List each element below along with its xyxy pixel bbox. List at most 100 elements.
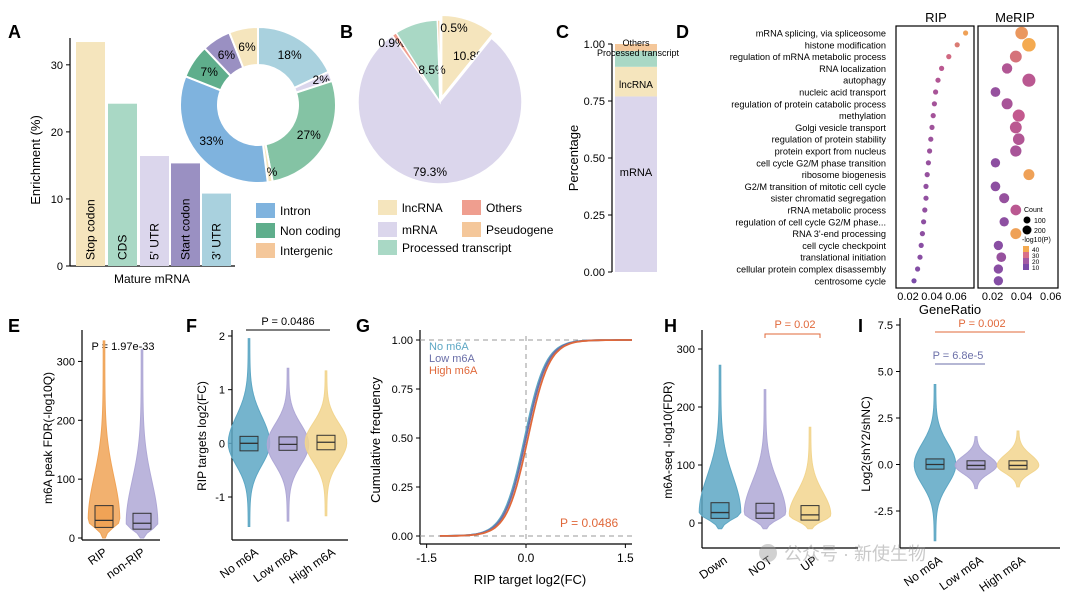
- panel-g-legend-label: High m6A: [429, 365, 478, 377]
- panel-d-legend-size-dot: [1022, 225, 1032, 235]
- panel-g-xtick-label: 1.5: [617, 551, 634, 565]
- panel-h-box: [710, 502, 730, 519]
- panel-d-facet-rip: RIP: [925, 10, 947, 25]
- panel-g-series-line: [439, 339, 632, 537]
- panel-g-ylabel: Cumulative frequency: [368, 377, 383, 503]
- panel-i-violin-body: [996, 430, 1040, 488]
- panel-b-legend-label: lncRNA: [402, 201, 443, 215]
- panel-g-xtick-label: -1.5: [416, 551, 437, 565]
- panel-b-legend-swatch: [378, 240, 397, 255]
- panel-d-legend-count-title: Count: [1024, 207, 1043, 214]
- panel-a-donut-slice: [179, 74, 269, 184]
- panel-d-xlabel: GeneRatio: [919, 302, 981, 317]
- panel-d-merip-dot: [1010, 204, 1022, 216]
- panel-d-legend-count-value: 100: [1034, 218, 1046, 225]
- panel-e-y-tick-label: 0: [69, 533, 75, 545]
- panel-b-legend-swatch: [462, 200, 481, 215]
- panel-b-pie-slice: [357, 34, 523, 185]
- panel-d-rip-xtick: 0.02: [897, 291, 918, 303]
- panel-d-rip-dot: [922, 207, 928, 213]
- panel-d-term-label: regulation of cell cycle G2/M phase...: [735, 217, 886, 227]
- panel-g-y-tick-label: 1.00: [392, 335, 413, 347]
- panel-d-rip-dot: [954, 42, 960, 48]
- panel-a-donut-label: 27%: [297, 128, 321, 142]
- panel-d-term-label: sister chromatid segregation: [771, 194, 886, 204]
- panel-h-violin-body: [788, 426, 832, 530]
- panel-d-term-label: methylation: [839, 111, 886, 121]
- panel-d-term-label: regulation of mRNA metabolic process: [730, 52, 887, 62]
- panel-d-term-label: autophagy: [843, 76, 886, 86]
- panel-a-ylabel: Enrichment (%): [28, 115, 43, 205]
- panel-d-merip-dot: [1015, 26, 1028, 40]
- panel-c-stack-segment: [615, 44, 657, 51]
- panel-f-y-tick-label: -1: [215, 492, 225, 504]
- panel-c-stack-segment: [615, 96, 657, 272]
- panel-h-y-tick-label: 200: [677, 402, 695, 414]
- panel-h-pvalue: P = 0.02: [774, 319, 815, 331]
- panel-i-ylabel: Log2(shY2/shNC): [859, 396, 873, 491]
- panel-d-rip-dot: [917, 254, 923, 260]
- panel-letter-g: G: [356, 316, 370, 336]
- panel-d-term-label: regulation of protein stability: [772, 135, 887, 145]
- panel-d-frame-rip: [895, 25, 975, 289]
- panel-d-term-label: translational initiation: [800, 253, 886, 263]
- panel-c-segment-label: Others: [622, 38, 650, 48]
- panel-b-pie-label: 79.3%: [413, 165, 447, 179]
- panel-b-legend-label: Processed transcript: [402, 241, 512, 255]
- panel-d-merip-dot: [993, 276, 1004, 286]
- panel-d-dotplot: RIP MeRIP GeneRatio mRNA splicing, via s…: [730, 10, 1062, 317]
- panel-d-legend-p-value: 10: [1032, 265, 1040, 272]
- panel-e-violin-body: [125, 349, 159, 539]
- panel-d-term-label: ribosome biogenesis: [802, 170, 887, 180]
- panel-d-rip-dot: [939, 65, 945, 71]
- panel-b-pie-label: 0.9%: [378, 36, 406, 50]
- panel-d-merip-dot: [1009, 121, 1022, 134]
- panel-d-merip-dot: [1010, 145, 1022, 157]
- panel-d-term-label: RNA 3'-end processing: [792, 229, 886, 239]
- panel-a-legend-label: Intron: [280, 204, 311, 218]
- panel-e-xtick: non-RIP: [104, 545, 148, 582]
- panel-c-y-tick-label: 0.00: [584, 267, 605, 279]
- panel-f-violin-body: [227, 338, 271, 528]
- panel-a-donut-label: 33%: [199, 134, 223, 148]
- panel-d-term-label: Golgi vesicle transport: [795, 123, 886, 133]
- panel-d-merip-dot: [1022, 38, 1036, 52]
- panel-letter-a: A: [8, 22, 21, 42]
- panel-b-legend-swatch: [378, 200, 397, 215]
- panel-f-y-tick-label: 2: [219, 331, 225, 343]
- panel-a-legend-swatch: [256, 223, 275, 238]
- panel-i-y-tick-label: 0.0: [878, 460, 893, 472]
- panel-d-legend-color-step: [1023, 264, 1029, 270]
- panel-g-y-tick-label: 0.50: [392, 433, 413, 445]
- panel-i-pvalue-1: P = 6.8e-5: [933, 350, 984, 362]
- panel-a-bar: [202, 193, 231, 266]
- panel-e-box: [132, 512, 152, 530]
- panel-d-term-label: cellular protein complex disassembly: [736, 265, 886, 275]
- panel-h-violin-body: [743, 389, 787, 530]
- panel-a-donut-slice: [264, 79, 337, 183]
- panel-d-merip-dot: [1012, 109, 1025, 122]
- panel-c-segment-label: Processed transcript: [597, 48, 680, 58]
- panel-letter-b: B: [340, 22, 353, 42]
- panel-letter-f: F: [186, 316, 197, 336]
- panel-h-y-tick-label: 100: [677, 460, 695, 472]
- panel-d-rip-dot: [918, 242, 924, 248]
- panel-e-violin-body: [87, 340, 121, 539]
- panel-d-term-label: rRNA metabolic process: [787, 206, 886, 216]
- panel-d-legend-size-dot: [1023, 216, 1031, 224]
- panel-letter-i: I: [858, 316, 863, 336]
- panel-d-rip-dot: [925, 160, 932, 166]
- panel-h-violin: m6A-seq -log10(FDR) 0 100 200 300 P = 0.02 Do…: [661, 319, 858, 582]
- panel-d-term-label: cell cycle G2/M phase transition: [756, 158, 886, 168]
- panel-g-xlabel: RIP target log2(FC): [474, 572, 586, 587]
- panel-g-y-tick-label: 0.25: [392, 482, 413, 494]
- panel-d-merip-dot: [990, 181, 1001, 192]
- panel-g-pvalue: P = 0.0486: [560, 516, 618, 530]
- panel-a-donut-slice: [227, 25, 259, 70]
- panel-d-rip-dot: [924, 172, 930, 178]
- panel-a-bar-label: CDS: [116, 235, 130, 260]
- panel-c-y-tick-label: 0.75: [584, 96, 605, 108]
- panel-e-box: [94, 505, 114, 528]
- panel-d-term-label: mRNA splicing, via spliceosome: [756, 29, 886, 39]
